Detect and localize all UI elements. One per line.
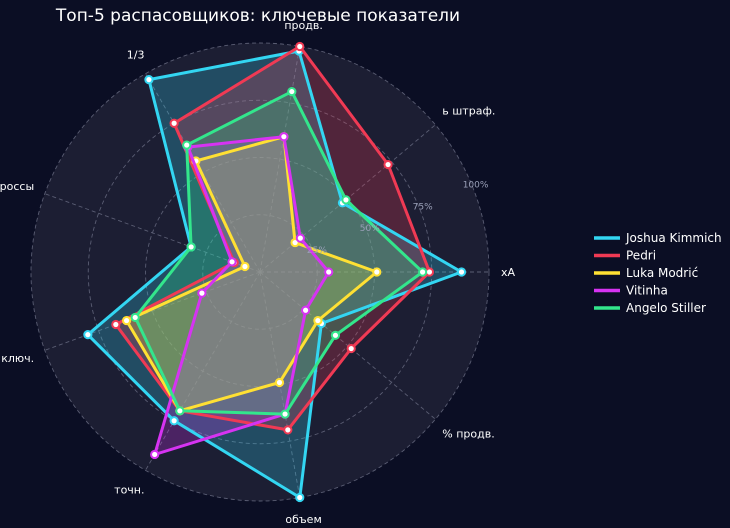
data-point <box>301 305 311 315</box>
axis-label: % продв. <box>442 427 494 440</box>
axis-label: ь штраф. <box>442 105 495 118</box>
axis-label: 1/3 <box>127 49 145 62</box>
data-point <box>324 267 334 277</box>
data-point <box>175 406 185 416</box>
radial-tick-label: 100% <box>463 180 489 190</box>
grid-spoke <box>259 46 301 273</box>
series-line <box>114 45 431 432</box>
radial-tick-label: 25% <box>307 246 327 256</box>
data-point <box>240 261 250 272</box>
data-point <box>150 449 160 460</box>
grid-spoke <box>44 271 261 351</box>
grid-spoke <box>44 193 261 273</box>
data-point <box>274 377 285 388</box>
data-point <box>456 267 467 277</box>
data-point <box>182 140 192 150</box>
data-point <box>295 41 305 52</box>
axis-label: объем <box>285 513 321 526</box>
data-point <box>169 416 179 426</box>
axis-label: продв. <box>284 19 323 32</box>
grid <box>30 42 490 502</box>
axis-label: точн. <box>114 483 144 496</box>
radial-tick-label: 75% <box>413 202 433 212</box>
data-point <box>295 492 305 503</box>
data-point <box>372 267 382 277</box>
data-point <box>111 319 121 330</box>
series-area <box>126 136 377 411</box>
data-point <box>283 425 293 435</box>
legend-label: Joshua Kimmich <box>625 231 722 245</box>
data-point <box>130 312 140 323</box>
data-point <box>330 330 341 340</box>
data-point <box>227 257 237 267</box>
axis-label: ключ. <box>1 352 34 365</box>
data-point <box>186 242 196 252</box>
data-point <box>280 409 290 419</box>
data-point <box>121 315 132 326</box>
data-point <box>169 118 179 128</box>
legend: Joshua Kimmich Pedri Luka Modrić Vitinha Ang… <box>594 231 722 315</box>
legend-label: Angelo Stiller <box>626 301 706 315</box>
radial-ticks: 25% 50% 75% 100% <box>307 180 489 256</box>
data-point <box>346 343 356 354</box>
legend-label: Vitinha <box>626 284 668 298</box>
legend-label: Luka Modrić <box>626 266 698 280</box>
data-point <box>295 233 305 243</box>
data-point <box>313 315 323 326</box>
data-point <box>417 267 428 277</box>
grid-circle <box>30 42 490 502</box>
data-point <box>287 86 297 97</box>
data-point <box>341 195 351 205</box>
axis-label: xA <box>501 266 516 279</box>
series-area <box>87 51 462 498</box>
series-line <box>86 49 463 499</box>
axis-label: кроссы <box>0 180 34 193</box>
series-layer <box>83 41 467 503</box>
data-point <box>279 132 289 142</box>
grid-spoke <box>145 271 261 471</box>
data-point <box>197 288 207 298</box>
data-point <box>144 75 154 85</box>
legend-label: Pedri <box>626 249 656 263</box>
chart-title: Топ-5 распасовщиков: ключевые показатели <box>55 6 460 26</box>
radial-tick-label: 50% <box>360 224 380 234</box>
axis-labels: xA % продв. объем точн. ключ. кроссы 1/3 продв.… <box>0 19 516 526</box>
data-point <box>383 159 393 170</box>
series-area <box>135 91 423 415</box>
series-line <box>133 90 425 416</box>
series-line <box>153 135 331 456</box>
data-point <box>83 330 93 340</box>
